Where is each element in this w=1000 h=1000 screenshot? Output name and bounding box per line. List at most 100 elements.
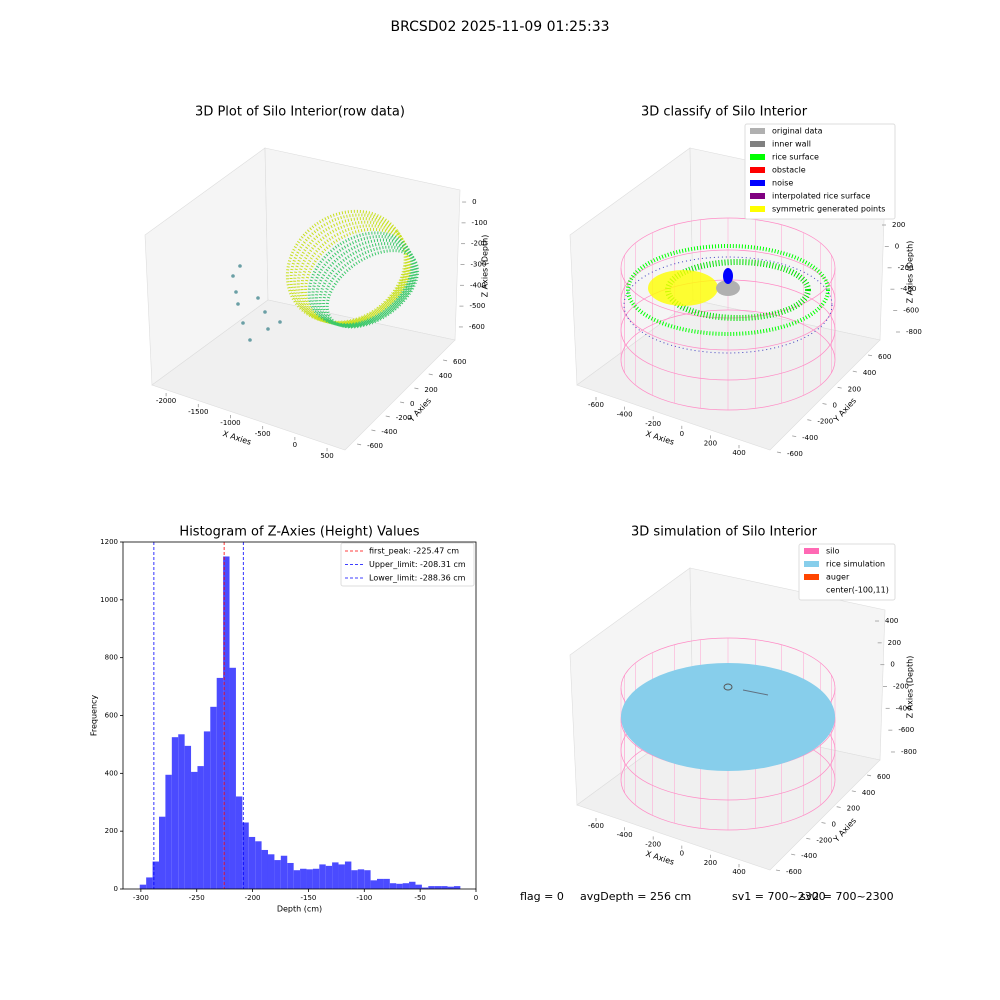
- bar: [441, 886, 448, 889]
- tick-label: -500: [469, 302, 485, 310]
- y-tick-label: 1200: [100, 538, 118, 546]
- y-axis-label: Frequency: [90, 695, 99, 737]
- scatter-dot: [241, 321, 245, 325]
- bar: [216, 677, 224, 889]
- inner-wall: [623, 256, 833, 354]
- bar: [402, 883, 410, 889]
- bar: [338, 864, 345, 889]
- tick-label: -200: [898, 264, 914, 272]
- bar: [319, 864, 326, 889]
- tick-mark: [414, 387, 419, 390]
- tick-label: 0: [680, 850, 684, 858]
- bar: [389, 883, 397, 889]
- y-tick-label: 800: [105, 654, 118, 662]
- bar: [287, 862, 294, 889]
- tick-label: -600: [898, 726, 914, 734]
- x-tick-label: -150: [300, 894, 316, 902]
- rice-surface: [626, 244, 830, 336]
- tick-mark: [867, 354, 873, 357]
- bar: [274, 860, 281, 889]
- x-axis-label: Depth (cm): [277, 905, 322, 914]
- bar: [332, 862, 339, 889]
- bar: [370, 880, 378, 889]
- bar: [165, 774, 172, 889]
- legend-box: [798, 543, 896, 601]
- auger: [723, 683, 733, 691]
- rice-simulation: [621, 663, 835, 771]
- tick-label: -400: [801, 852, 817, 860]
- bar: [235, 796, 243, 889]
- bar: [306, 869, 313, 889]
- tick-label: 0: [293, 441, 297, 449]
- tick-label: 0: [680, 430, 684, 438]
- tick-mark: [385, 415, 390, 418]
- axis-label: Y Axies: [831, 396, 858, 424]
- scatter-dot: [234, 290, 238, 294]
- bar: [197, 766, 204, 889]
- tick-label: 200: [848, 385, 861, 393]
- footer-sv2: sv2 = 700~2300: [800, 890, 894, 903]
- tick-label: -400: [470, 281, 486, 289]
- bar: [146, 877, 153, 889]
- tick-mark: [837, 386, 842, 389]
- tick-label: -600: [786, 868, 802, 876]
- legend-label: interpolated rice surface: [772, 192, 870, 201]
- legend-label: Lower_limit: -288.36 cm: [369, 574, 466, 583]
- scatter-dot: [266, 327, 270, 331]
- legend-box: [340, 542, 475, 587]
- tick-mark: [356, 443, 362, 446]
- tick-label: -200: [816, 836, 832, 844]
- tick-label: 400: [863, 369, 876, 377]
- obstacle-points: [716, 280, 740, 296]
- tick-label: -200: [645, 840, 661, 848]
- scatter-dot: [236, 302, 240, 306]
- tick-label: 0: [472, 198, 476, 206]
- bar: [383, 878, 390, 889]
- silo-ring: [620, 309, 836, 411]
- tick-mark: [852, 370, 857, 373]
- legend-swatch: [804, 548, 819, 554]
- tick-label: 0: [832, 821, 836, 829]
- point-cloud: [325, 249, 420, 329]
- bar: [312, 868, 320, 889]
- legend-label: auger: [826, 573, 850, 582]
- bar: [158, 816, 166, 889]
- y-tick-label: 400: [105, 769, 118, 777]
- rice-surface: [665, 259, 811, 321]
- bar: [396, 883, 403, 889]
- footer-avg: avgDepth = 256 cm: [580, 890, 691, 903]
- tick-label: -2000: [156, 397, 176, 405]
- bar: [152, 861, 159, 889]
- tick-label: -800: [906, 328, 922, 336]
- bar: [261, 849, 268, 889]
- x-tick-label: -100: [356, 894, 372, 902]
- tick-label: -200: [817, 418, 833, 426]
- tick-label: 200: [704, 439, 717, 447]
- y-tick-label: 0: [114, 885, 118, 893]
- y-tick-label: 200: [105, 827, 118, 835]
- axis-label: Z Axies (Depth): [906, 241, 915, 304]
- tick-label: 400: [732, 449, 745, 457]
- tick-label: -600: [787, 450, 803, 458]
- y-tick-label: 600: [105, 712, 118, 720]
- tick-label: 600: [877, 773, 890, 781]
- bar: [229, 667, 236, 889]
- bar: [300, 868, 307, 889]
- symmetric-points: [648, 270, 718, 306]
- bar: [203, 731, 211, 889]
- tick-label: 400: [885, 617, 898, 625]
- legend-swatch: [804, 561, 819, 567]
- legend-swatch: [750, 128, 765, 134]
- tick-label: -100: [472, 219, 488, 227]
- axis-label: X Axies: [645, 429, 676, 447]
- x-tick-label: -250: [189, 894, 205, 902]
- tick-mark: [836, 806, 841, 808]
- tick-label: 400: [732, 868, 745, 876]
- axis-label: X Axies: [222, 429, 253, 447]
- tick-label: -600: [469, 323, 485, 331]
- tick-label: -200: [893, 683, 909, 691]
- legend-swatch: [750, 154, 765, 160]
- y-tick-label: 1000: [100, 596, 118, 604]
- tick-mark: [399, 401, 405, 404]
